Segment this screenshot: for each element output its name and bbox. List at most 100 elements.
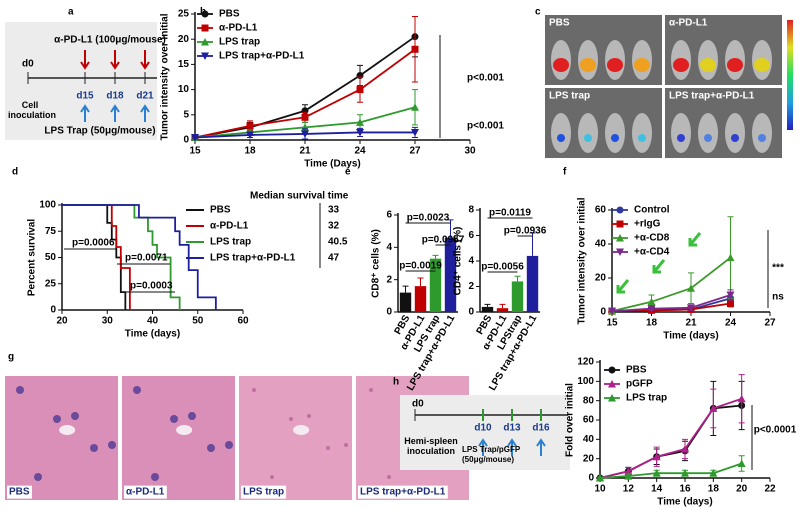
error-bar [402, 285, 409, 293]
marker [726, 253, 735, 262]
legend-label: α-PD-L1 [219, 23, 258, 34]
day-label: d16 [532, 423, 550, 434]
p-value: p=0.0119 [489, 208, 531, 219]
series-line [599, 404, 742, 479]
cell-cluster [252, 388, 256, 392]
annotation: *** [772, 263, 784, 274]
cell-cluster [53, 415, 61, 423]
p-value: p=0.0056 [481, 262, 524, 273]
x-tick-label: 30 [464, 146, 476, 157]
legend-label: PBS [626, 365, 647, 376]
bar [399, 292, 412, 312]
histology-image [5, 376, 118, 500]
red-arrow [140, 50, 150, 70]
bar [481, 306, 494, 312]
signal [731, 134, 739, 142]
annotation: p=0.0006 [72, 238, 115, 249]
legend-label: PBS [210, 205, 231, 216]
cell-cluster [34, 473, 42, 481]
y-axis-label: Percent survival [27, 219, 38, 296]
group-label: LPS trap+α-PD-L1 [669, 91, 755, 102]
cell-cluster [90, 444, 98, 452]
series-line [599, 397, 742, 479]
y-axis-label: Tumor intensity over initial [160, 13, 171, 140]
group-label: α-PD-L1 [669, 18, 708, 29]
marker [652, 469, 661, 477]
legend-label: +rIgG [634, 219, 661, 230]
median-header: Median survival time [250, 191, 349, 202]
x-tick-label: 30 [102, 316, 114, 327]
panel-label: c [535, 7, 541, 18]
marker [727, 300, 734, 307]
marker [709, 469, 718, 477]
treatment-label: α-PD-L1 (100μg/mouse) [54, 35, 166, 46]
blue-arrow [140, 104, 150, 122]
median-value: 40.5 [328, 237, 348, 248]
y-tick-label: 25 [45, 278, 57, 289]
cell-cluster [133, 386, 141, 394]
panel-label: f [563, 167, 567, 178]
marker [687, 284, 695, 292]
signal [580, 58, 596, 72]
cell-cluster [289, 417, 293, 421]
cell-cluster [369, 388, 373, 392]
x-tick-label: 15 [606, 318, 618, 329]
y-tick-label: 2 [386, 274, 392, 285]
cell-cluster [344, 443, 348, 447]
cell-cluster [16, 386, 24, 394]
cell-cluster [307, 414, 311, 418]
y-tick-label: 6 [468, 230, 474, 241]
y-tick-label: 80 [583, 395, 595, 406]
timeline-box [400, 395, 570, 470]
y-tick-label: 60 [583, 415, 595, 426]
median-value: 33 [328, 205, 340, 216]
p-value: p=0.0957 [422, 235, 465, 246]
y-tick-label: 100 [39, 200, 56, 211]
error-bar [484, 303, 491, 307]
dose-arrow [688, 232, 702, 247]
x-axis-label: Time (Days) [304, 159, 361, 170]
series-line [599, 462, 742, 479]
timeline-box [5, 22, 157, 140]
legend-label: α-PD-L1 [210, 221, 249, 232]
signal [553, 58, 569, 72]
legend-label: LPS trap [626, 393, 667, 404]
group-label: LPS trap [243, 487, 284, 498]
annotation: p<0.001 [467, 73, 504, 84]
legend-marker [201, 24, 209, 32]
signal [634, 58, 650, 72]
signal [758, 134, 766, 142]
mouse [551, 113, 571, 153]
label-bg [7, 485, 32, 499]
mouse [671, 113, 691, 153]
signal [754, 58, 770, 72]
cell-cluster [387, 475, 391, 479]
y-tick-label: 2 [468, 281, 474, 292]
x-tick-label: 14 [651, 484, 663, 495]
x-tick-label: 20 [736, 484, 748, 495]
cell-cluster [207, 444, 215, 452]
signal [673, 58, 689, 72]
bar [414, 286, 427, 312]
y-tick-label: 120 [577, 357, 594, 368]
error-bar [417, 277, 424, 287]
y-tick-label: 40 [583, 434, 595, 445]
blue-arrow [507, 438, 517, 456]
red-arrow [110, 50, 120, 70]
y-tick-label: 0 [600, 307, 606, 318]
bar [444, 237, 457, 312]
y-tick-label: 8 [468, 205, 474, 216]
y-tick-label: 60 [595, 205, 607, 216]
marker [356, 128, 364, 137]
legend-marker [616, 206, 624, 214]
panel-label: h [393, 377, 399, 388]
marker [647, 305, 656, 313]
signal [611, 134, 619, 142]
marker [726, 291, 735, 299]
legend-marker [616, 220, 624, 228]
label-bg [124, 485, 167, 499]
y-tick-label: 6 [386, 210, 392, 221]
y-tick-label: 40 [595, 239, 607, 250]
blue-arrow [110, 104, 120, 122]
legend-label: +α-CD4 [634, 247, 670, 258]
